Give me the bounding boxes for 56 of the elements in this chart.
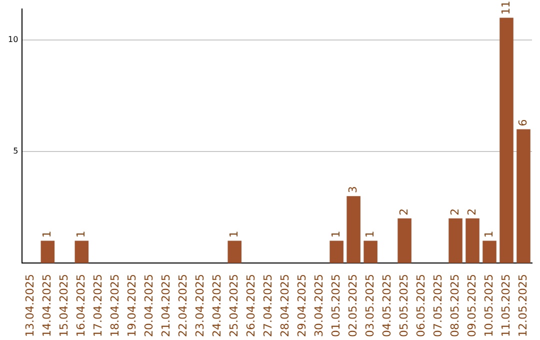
x-tick-label: 27.04.2025 [261, 274, 274, 338]
x-tick-label: 18.04.2025 [108, 274, 122, 338]
y-tick-label: 5 [13, 146, 18, 156]
x-tick-label: 26.04.2025 [244, 274, 258, 338]
data-label: 1 [40, 230, 54, 238]
x-tick-label: 29.04.2025 [295, 274, 308, 338]
bar [364, 240, 378, 264]
y-tick-label: 10 [8, 35, 18, 44]
bar [330, 240, 344, 264]
x-tick-label: 04.05.2025 [380, 274, 394, 338]
x-tick-label: 24.04.2025 [210, 274, 224, 338]
x-tick-label: 15.04.2025 [58, 274, 71, 338]
x-tick-label: 22.04.2025 [176, 274, 190, 338]
x-tick-label: 09.05.2025 [465, 274, 478, 338]
bar [482, 240, 496, 264]
x-tick-label: 08.05.2025 [448, 274, 462, 338]
x-tick-label: 02.05.2025 [346, 274, 360, 338]
data-label: 1 [363, 230, 376, 238]
bar [346, 196, 360, 264]
data-label: 11 [499, 0, 512, 15]
bar [516, 129, 530, 264]
bar [398, 218, 412, 264]
x-tick-label: 11.05.2025 [499, 274, 512, 338]
x-tick-label: 23.04.2025 [193, 274, 206, 338]
data-label: 2 [465, 208, 478, 216]
x-tick-label: 01.05.2025 [329, 274, 342, 338]
bar [74, 240, 89, 264]
x-tick-label: 05.05.2025 [397, 274, 410, 338]
bar [228, 240, 242, 264]
data-label: 1 [227, 230, 240, 238]
bar [466, 218, 480, 264]
data-label: 2 [448, 208, 462, 216]
x-tick-label: 16.04.2025 [74, 274, 88, 338]
bar [40, 240, 55, 264]
x-tick-label: 19.04.2025 [126, 274, 138, 338]
bar [448, 218, 462, 264]
x-tick-label: 13.04.2025 [24, 274, 37, 338]
x-tick-label: 25.04.2025 [227, 274, 240, 338]
data-label: 1 [482, 230, 496, 238]
x-tick-label: 03.05.2025 [363, 274, 376, 338]
x-tick-label: 17.04.2025 [92, 274, 105, 338]
x-tick-label: 28.04.2025 [278, 274, 292, 338]
x-tick-label: 21.04.2025 [159, 274, 172, 338]
x-tick-label: 12.05.2025 [516, 274, 530, 338]
data-label: 1 [329, 230, 342, 238]
x-tick-label: 20.04.2025 [142, 274, 156, 338]
x-tick-label: 14.04.2025 [40, 274, 54, 338]
x-tick-label: 30.04.2025 [312, 274, 326, 338]
data-label: 6 [516, 119, 530, 126]
x-tick-label: 10.05.2025 [482, 274, 496, 338]
bar [500, 18, 514, 264]
x-tick-label: 07.05.2025 [431, 274, 444, 338]
data-label: 3 [346, 186, 360, 194]
data-label: 2 [397, 208, 410, 216]
data-label: 1 [74, 230, 88, 238]
x-tick-label: 06.05.2025 [414, 274, 428, 338]
